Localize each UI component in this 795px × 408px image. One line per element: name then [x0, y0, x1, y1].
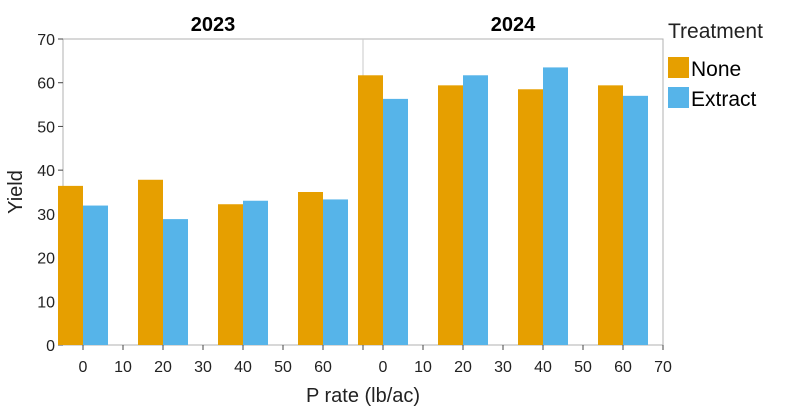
x-tick-label: 10	[414, 359, 432, 376]
panel-title: 2023	[191, 14, 236, 36]
y-tick-label: 70	[37, 32, 55, 49]
y-tick-label: 60	[37, 76, 55, 93]
bar-extract-2023-60	[323, 199, 348, 345]
bar-none-2024-0	[358, 75, 383, 345]
y-tick-label: 40	[37, 163, 55, 180]
legend-title: Treatment	[668, 20, 763, 43]
bar-none-2023-0	[58, 185, 83, 345]
bar-none-2024-60	[598, 85, 623, 345]
x-tick-label: 20	[454, 359, 472, 376]
y-axis-title: Yield	[5, 170, 27, 214]
legend-swatch-none	[668, 57, 689, 78]
bar-extract-2023-0	[83, 205, 108, 345]
x-tick-label: 60	[314, 359, 332, 376]
x-tick-label: 50	[274, 359, 292, 376]
bar-extract-2024-40	[543, 67, 568, 346]
bar-none-2024-40	[518, 89, 543, 346]
y-tick-label: 30	[37, 207, 55, 224]
legend-label-none: None	[691, 58, 741, 81]
x-tick-label: 70	[654, 359, 672, 376]
x-tick-label: 10	[114, 359, 132, 376]
y-tick-label: 20	[37, 251, 55, 268]
bar-none-2023-40	[218, 204, 243, 345]
x-tick-label: 0	[79, 359, 88, 376]
legend-swatch-extract	[668, 87, 689, 108]
bar-extract-2024-60	[623, 95, 648, 345]
x-tick-label: 50	[574, 359, 592, 376]
bar-none-2024-20	[438, 85, 463, 345]
x-tick-label: 20	[154, 359, 172, 376]
bar-extract-2023-20	[163, 219, 188, 345]
bar-extract-2023-40	[243, 200, 268, 345]
bar-none-2023-60	[298, 192, 323, 345]
x-tick-label: 60	[614, 359, 632, 376]
panel-title: 2024	[491, 14, 536, 36]
bar-extract-2024-0	[383, 98, 408, 345]
y-tick-label: 50	[37, 119, 55, 136]
x-tick-label: 40	[534, 359, 552, 376]
x-tick-label: 40	[234, 359, 252, 376]
bar-none-2023-20	[138, 179, 163, 345]
bar-extract-2024-20	[463, 75, 488, 345]
x-tick-label: 0	[379, 359, 388, 376]
y-tick-label: 10	[37, 294, 55, 311]
y-tick-label: 0	[46, 338, 55, 355]
x-axis-title: P rate (lb/ac)	[306, 385, 420, 407]
x-tick-label: 30	[194, 359, 212, 376]
x-tick-label: 30	[494, 359, 512, 376]
legend-label-extract: Extract	[691, 88, 757, 111]
